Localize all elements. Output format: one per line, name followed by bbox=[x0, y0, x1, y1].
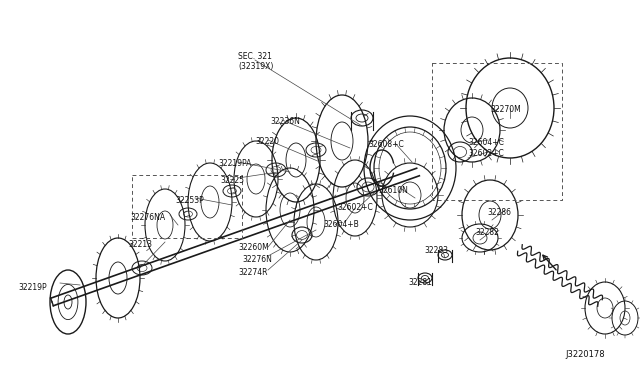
Text: 32270M: 32270M bbox=[490, 105, 521, 114]
Text: 32220: 32220 bbox=[255, 137, 279, 146]
Text: 32219PA: 32219PA bbox=[218, 159, 252, 168]
Text: 32219P: 32219P bbox=[18, 283, 47, 292]
Text: 32213: 32213 bbox=[128, 240, 152, 249]
Text: 32274R: 32274R bbox=[238, 268, 268, 277]
Text: 32602+C: 32602+C bbox=[468, 149, 504, 158]
Text: SEC. 321
(32319X): SEC. 321 (32319X) bbox=[238, 52, 273, 71]
Text: 32260M: 32260M bbox=[238, 243, 269, 252]
Text: 32281: 32281 bbox=[408, 278, 432, 287]
Text: 32236N: 32236N bbox=[270, 117, 300, 126]
Text: 32283: 32283 bbox=[424, 246, 448, 255]
Text: J3220178: J3220178 bbox=[565, 350, 605, 359]
Text: 32282: 32282 bbox=[475, 228, 499, 237]
Text: 32276N: 32276N bbox=[242, 255, 272, 264]
Text: 32604+B: 32604+B bbox=[323, 220, 359, 229]
Text: 32276NA: 32276NA bbox=[130, 213, 165, 222]
Text: 32610N: 32610N bbox=[378, 186, 408, 195]
Text: 32286: 32286 bbox=[487, 208, 511, 217]
Text: 32604+C: 32604+C bbox=[468, 138, 504, 147]
Text: 32602+C: 32602+C bbox=[337, 203, 372, 212]
Text: 32253P: 32253P bbox=[175, 196, 204, 205]
Text: 32608+C: 32608+C bbox=[368, 140, 404, 149]
Text: 32225: 32225 bbox=[220, 176, 244, 185]
